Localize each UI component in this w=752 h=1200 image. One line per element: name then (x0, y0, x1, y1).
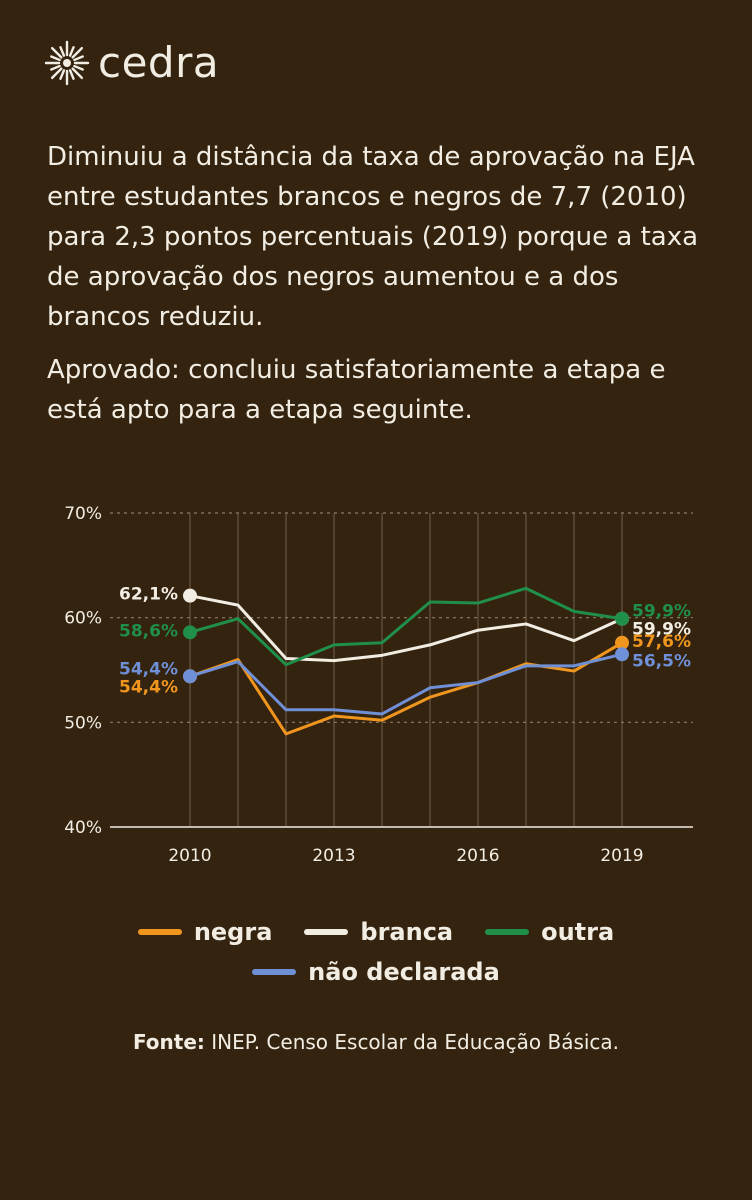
point-start-branca (183, 588, 197, 603)
x-tick-label: 2013 (312, 846, 355, 866)
y-tick-label: 70% (64, 504, 102, 524)
data-label-end-negra: 57,6% (632, 632, 691, 652)
headline: Diminuiu a distância da taxa de aprovaçã… (47, 142, 699, 332)
legend-swatch-branca (304, 929, 349, 935)
legend-item-outra: outra (485, 918, 614, 946)
legend-swatch-negra (137, 929, 182, 935)
series-line-outra (188, 586, 624, 667)
x-tick-label: 2010 (168, 846, 211, 866)
source-text: INEP. Censo Escolar da Educação Básica. (211, 1030, 620, 1054)
legend-swatch-outra (485, 929, 530, 935)
y-tick-label: 40% (64, 818, 102, 838)
brand-logo: cedra (44, 40, 219, 86)
legend-item-negra: negra (137, 918, 273, 946)
point-end-outra (615, 611, 629, 626)
chart-legend: negra branca outra não declarada (0, 918, 752, 986)
data-label-end-nao_declarada: 56,5% (632, 651, 691, 671)
legend-item-nao-declarada: não declarada (0, 958, 752, 986)
source-label: Fonte: (132, 1030, 205, 1054)
point-start-outra (183, 625, 197, 640)
sun-icon (44, 40, 90, 86)
data-label-end-branca: 59,9% (632, 620, 691, 640)
point-start-nao_declarada (183, 669, 197, 684)
source-note: Fonte: INEP. Censo Escolar da Educação B… (0, 1030, 752, 1054)
x-tick-label: 2016 (456, 846, 499, 866)
point-end-nao_declarada (615, 647, 629, 662)
y-tick-label: 50% (64, 713, 102, 733)
y-tick-label: 60% (64, 609, 102, 629)
line-chart: 40% 50% 60% 70% 2010 2013 2016 2019 54,4% 57,6% 62… (64, 504, 693, 866)
series-line-nao_declarada (188, 652, 624, 716)
legend-label-outra: outra (541, 918, 615, 946)
series-line-negra (188, 641, 624, 736)
series-line-branca (188, 594, 624, 663)
legend-label-nao-declarada: não declarada (308, 958, 500, 986)
data-label-start-branca: 62,1% (119, 585, 178, 605)
data-label-end-outra: 59,9% (632, 602, 691, 622)
definition-note: Aprovado: concluiu satisfatoriamente a e… (47, 355, 666, 425)
data-label-start-outra: 58,6% (119, 621, 178, 641)
legend-swatch-nao-declarada (252, 969, 297, 975)
x-tick-label: 2019 (600, 846, 643, 866)
point-end-negra (615, 635, 629, 650)
data-label-start-negra: 54,4% (119, 677, 178, 697)
data-label-start-nao_declarada: 54,4% (119, 659, 178, 679)
legend-label-negra: negra (193, 918, 273, 946)
legend-item-branca: branca (304, 918, 453, 946)
legend-label-branca: branca (360, 918, 454, 946)
brand-name: cedra (98, 38, 220, 87)
